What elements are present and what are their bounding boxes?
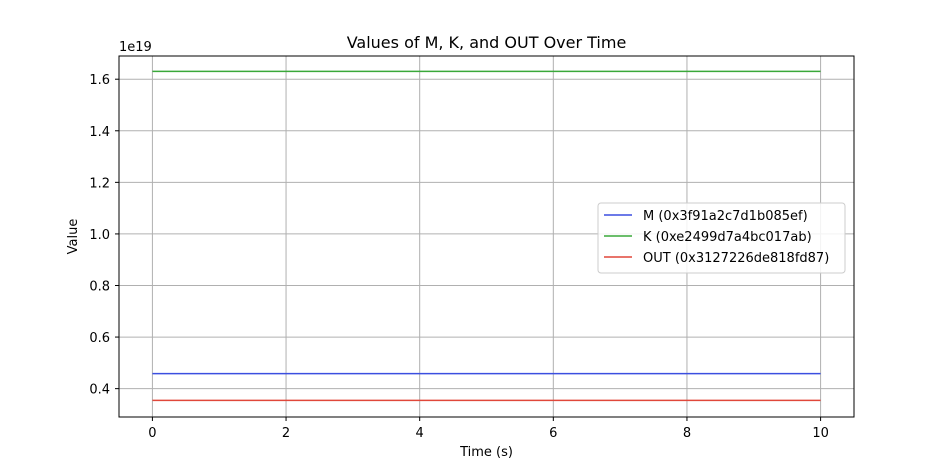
legend-label: K (0xe2499d7a4bc017ab) [643, 230, 812, 245]
chart-title: Values of M, K, and OUT Over Time [347, 33, 627, 52]
y-tick-label: 1.2 [89, 176, 110, 191]
y-axis-title: Value [66, 219, 81, 255]
x-axis-title: Time (s) [459, 445, 513, 460]
legend: M (0x3f91a2c7d1b085ef) K (0xe2499d7a4bc01… [597, 202, 846, 274]
y-tick-label: 1.4 [89, 125, 110, 140]
y-tick-label: 0.8 [89, 279, 110, 294]
y-tick-label: 0.4 [89, 383, 110, 398]
legend-label: OUT (0x3127226de818fd87) [643, 251, 829, 266]
y-tick-label: 0.6 [89, 331, 110, 346]
y-axis-offset-label: 1e19 [119, 40, 152, 55]
x-tick-label: 8 [683, 426, 691, 441]
legend-box [597, 202, 846, 274]
y-tick-label: 1.6 [89, 73, 110, 88]
y-axis-ticks: 0.4 0.6 0.8 1.0 1.2 1.4 1.6 [89, 73, 119, 398]
series-lines [152, 70, 821, 402]
x-tick-label: 10 [812, 426, 829, 441]
plot-frame [118, 55, 855, 418]
legend-label: M (0x3f91a2c7d1b085ef) [643, 209, 808, 224]
x-tick-label: 4 [416, 426, 424, 441]
x-tick-label: 2 [282, 426, 290, 441]
x-axis-ticks: 0 2 4 6 8 10 [148, 417, 829, 441]
y-tick-label: 1.0 [89, 228, 110, 243]
x-tick-label: 0 [148, 426, 156, 441]
legend-items: M (0x3f91a2c7d1b085ef) K (0xe2499d7a4bc01… [604, 209, 829, 266]
x-tick-label: 6 [549, 426, 557, 441]
